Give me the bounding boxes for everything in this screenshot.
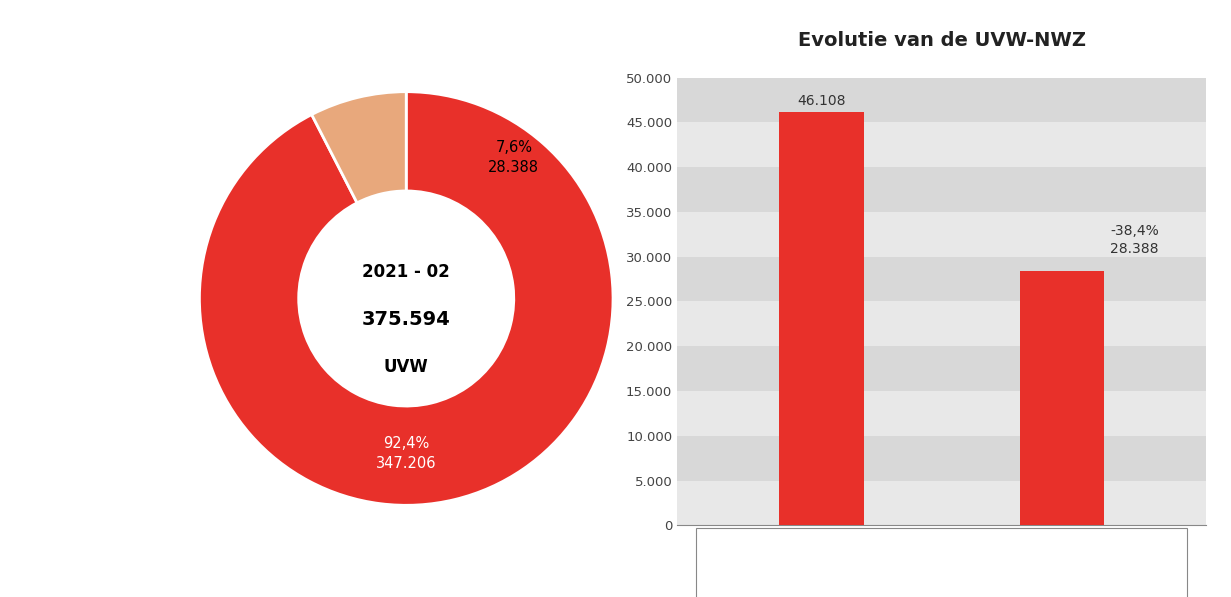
Text: 375.594: 375.594 xyxy=(362,310,451,329)
Bar xyxy=(677,78,1206,122)
FancyBboxPatch shape xyxy=(697,528,1187,597)
Title: Evolutie van de UVW-NWZ: Evolutie van de UVW-NWZ xyxy=(798,31,1086,50)
Text: 46.108: 46.108 xyxy=(798,94,846,108)
Text: 92,4%
347.206: 92,4% 347.206 xyxy=(375,436,437,471)
Text: 2021 - 02: 2021 - 02 xyxy=(362,263,451,281)
Text: UVW: UVW xyxy=(384,358,428,376)
X-axis label: UVW-NWZ: UVW-NWZ xyxy=(904,546,980,561)
Bar xyxy=(677,301,1206,346)
Bar xyxy=(677,212,1206,257)
Bar xyxy=(677,391,1206,436)
Text: 7,6%
28.388: 7,6% 28.388 xyxy=(489,140,539,176)
Wedge shape xyxy=(199,92,613,505)
Bar xyxy=(779,112,863,525)
Bar xyxy=(677,167,1206,212)
Bar xyxy=(677,481,1206,525)
Bar xyxy=(677,257,1206,301)
Bar xyxy=(677,346,1206,391)
Bar xyxy=(677,122,1206,167)
Bar xyxy=(1020,271,1104,525)
Bar xyxy=(677,436,1206,481)
Wedge shape xyxy=(311,92,406,203)
Text: -38,4%
28.388: -38,4% 28.388 xyxy=(1110,224,1158,256)
